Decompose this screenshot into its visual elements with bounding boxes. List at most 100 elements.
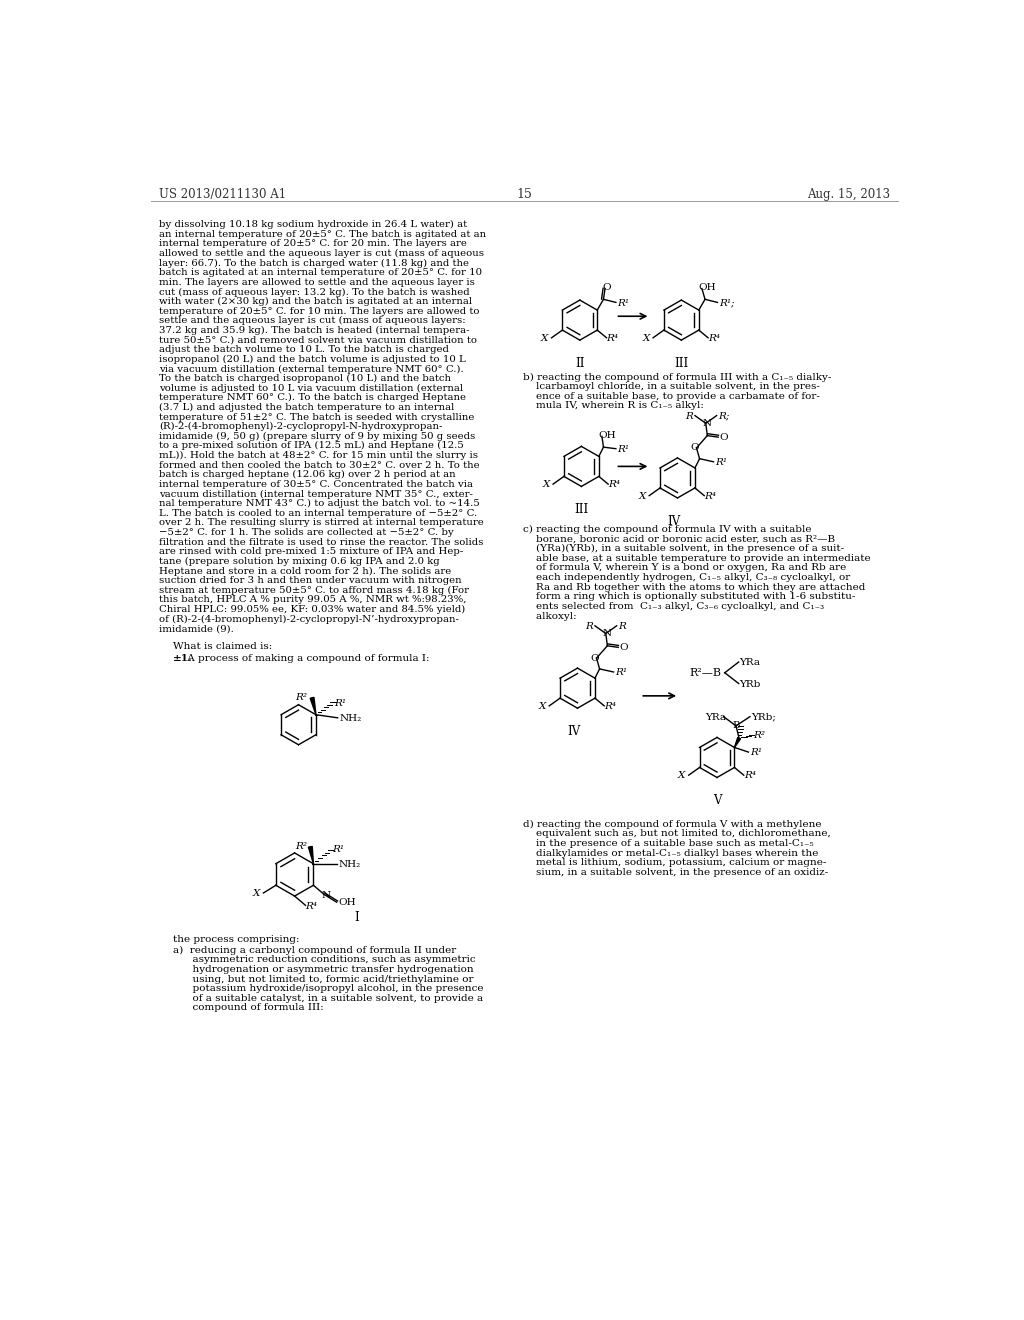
Text: OH: OH (338, 899, 356, 907)
Text: R: R (586, 622, 594, 631)
Text: asymmetric reduction conditions, such as asymmetric: asymmetric reduction conditions, such as… (173, 956, 475, 965)
Text: alkoxyl:: alkoxyl: (523, 611, 577, 620)
Text: ±1.: ±1. (173, 653, 193, 663)
Text: R²: R² (753, 731, 765, 741)
Text: R¹: R¹ (617, 298, 630, 308)
Text: suction dried for 3 h and then under vacuum with nitrogen: suction dried for 3 h and then under vac… (159, 576, 462, 585)
Text: d) reacting the compound of formula V with a methylene: d) reacting the compound of formula V wi… (523, 820, 821, 829)
Text: temperature of 51±2° C. The batch is seeded with crystalline: temperature of 51±2° C. The batch is see… (159, 412, 474, 421)
Text: hydrogenation or asymmetric transfer hydrogenation: hydrogenation or asymmetric transfer hyd… (173, 965, 473, 974)
Text: II: II (575, 358, 585, 370)
Text: with water (2×30 kg) and the batch is agitated at an internal: with water (2×30 kg) and the batch is ag… (159, 297, 472, 306)
Text: batch is charged heptane (12.06 kg) over 2 h period at an: batch is charged heptane (12.06 kg) over… (159, 470, 456, 479)
Text: OH: OH (698, 284, 716, 292)
Text: equivalent such as, but not limited to, dichloromethane,: equivalent such as, but not limited to, … (523, 829, 831, 838)
Text: vacuum distillation (internal temperature NMT 35° C., exter-: vacuum distillation (internal temperatur… (159, 490, 473, 499)
Text: R;: R; (718, 412, 729, 421)
Text: tane (prepare solution by mixing 0.6 kg IPA and 2.0 kg: tane (prepare solution by mixing 0.6 kg … (159, 557, 439, 566)
Text: IV: IV (567, 725, 581, 738)
Text: to a pre-mixed solution of IPA (12.5 mL) and Heptane (12.5: to a pre-mixed solution of IPA (12.5 mL)… (159, 441, 464, 450)
Text: of formula V, wherein Y is a bond or oxygen, Ra and Rb are: of formula V, wherein Y is a bond or oxy… (523, 564, 847, 573)
Text: (3.7 L) and adjusted the batch temperature to an internal: (3.7 L) and adjusted the batch temperatu… (159, 403, 455, 412)
Text: III: III (574, 503, 589, 516)
Text: using, but not limited to, formic acid/triethylamine or: using, but not limited to, formic acid/t… (173, 974, 473, 983)
Text: an internal temperature of 20±5° C. The batch is agitated at an: an internal temperature of 20±5° C. The … (159, 230, 486, 239)
Text: A process of making a compound of formula I:: A process of making a compound of formul… (183, 653, 429, 663)
Text: are rinsed with cold pre-mixed 1:5 mixture of IPA and Hep-: are rinsed with cold pre-mixed 1:5 mixtu… (159, 548, 463, 556)
Text: O: O (720, 433, 728, 442)
Text: US 2013/0211130 A1: US 2013/0211130 A1 (159, 187, 286, 201)
Text: R⁴: R⁴ (608, 480, 621, 490)
Text: imidamide (9).: imidamide (9). (159, 624, 233, 634)
Text: filtration and the filtrate is used to rinse the reactor. The solids: filtration and the filtrate is used to r… (159, 537, 483, 546)
Polygon shape (734, 738, 740, 747)
Text: settle and the aqueous layer is cut (mass of aqueous layers:: settle and the aqueous layer is cut (mas… (159, 317, 466, 325)
Text: R⁴: R⁴ (705, 492, 716, 500)
Text: each independently hydrogen, C₁₋₅ alkyl, C₃₋₈ cycloalkyl, or: each independently hydrogen, C₁₋₅ alkyl,… (523, 573, 851, 582)
Text: mula IV, wherein R is C₁₋₅ alkyl:: mula IV, wherein R is C₁₋₅ alkyl: (523, 401, 705, 411)
Text: NH₂: NH₂ (338, 859, 360, 869)
Text: min. The layers are allowed to settle and the aqueous layer is: min. The layers are allowed to settle an… (159, 277, 475, 286)
Text: R²—B: R²—B (690, 668, 722, 678)
Text: Aug. 15, 2013: Aug. 15, 2013 (808, 187, 891, 201)
Polygon shape (310, 697, 316, 714)
Text: N: N (322, 891, 331, 900)
Text: adjust the batch volume to 10 L. To the batch is charged: adjust the batch volume to 10 L. To the … (159, 345, 449, 354)
Text: X: X (642, 334, 649, 343)
Text: O: O (690, 444, 699, 453)
Text: form a ring which is optionally substituted with 1-6 substitu-: form a ring which is optionally substitu… (523, 593, 856, 602)
Text: able base, at a suitable temperature to provide an intermediate: able base, at a suitable temperature to … (523, 554, 870, 562)
Text: R⁴: R⁴ (709, 334, 720, 343)
Text: OH: OH (598, 430, 615, 440)
Text: N: N (702, 418, 712, 428)
Text: stream at temperature 50±5° C. to afford mass 4.18 kg (For: stream at temperature 50±5° C. to afford… (159, 586, 469, 595)
Text: R⁴: R⁴ (743, 771, 756, 780)
Text: of a suitable catalyst, in a suitable solvent, to provide a: of a suitable catalyst, in a suitable so… (173, 994, 483, 1003)
Text: (YRa)(YRb), in a suitable solvent, in the presence of a suit-: (YRa)(YRb), in a suitable solvent, in th… (523, 544, 845, 553)
Text: Chiral HPLC: 99.05% ee, KF: 0.03% water and 84.5% yield): Chiral HPLC: 99.05% ee, KF: 0.03% water … (159, 605, 465, 614)
Text: L. The batch is cooled to an internal temperature of −5±2° C.: L. The batch is cooled to an internal te… (159, 508, 477, 517)
Text: O: O (590, 653, 599, 663)
Text: X: X (638, 492, 646, 500)
Text: R²: R² (295, 693, 307, 702)
Text: −5±2° C. for 1 h. The solids are collected at −5±2° C. by: −5±2° C. for 1 h. The solids are collect… (159, 528, 454, 537)
Text: nal temperature NMT 43° C.) to adjust the batch vol. to ~14.5: nal temperature NMT 43° C.) to adjust th… (159, 499, 480, 508)
Text: YRa: YRa (739, 659, 761, 667)
Text: R¹: R¹ (615, 668, 627, 677)
Text: b) reacting the compound of formula III with a C₁₋₅ dialky-: b) reacting the compound of formula III … (523, 372, 831, 381)
Text: O: O (602, 284, 610, 292)
Text: of (R)-2-(4-bromophenyl)-2-cyclopropyl-N’-hydroxypropan-: of (R)-2-(4-bromophenyl)-2-cyclopropyl-N… (159, 615, 459, 624)
Text: YRb;: YRb; (752, 713, 776, 722)
Text: sium, in a suitable solvent, in the presence of an oxidiz-: sium, in a suitable solvent, in the pres… (523, 869, 828, 876)
Text: metal is lithium, sodium, potassium, calcium or magne-: metal is lithium, sodium, potassium, cal… (523, 858, 826, 867)
Text: R¹: R¹ (617, 445, 630, 454)
Text: isopropanol (20 L) and the batch volume is adjusted to 10 L: isopropanol (20 L) and the batch volume … (159, 355, 466, 364)
Text: mL)). Hold the batch at 48±2° C. for 15 min until the slurry is: mL)). Hold the batch at 48±2° C. for 15 … (159, 451, 478, 461)
Text: R: R (686, 412, 693, 421)
Text: c) reacting the compound of formula IV with a suitable: c) reacting the compound of formula IV w… (523, 525, 812, 535)
Text: ture 50±5° C.) and removed solvent via vacuum distillation to: ture 50±5° C.) and removed solvent via v… (159, 335, 477, 345)
Text: potassium hydroxide/isopropyl alcohol, in the presence: potassium hydroxide/isopropyl alcohol, i… (173, 985, 483, 993)
Text: via vacuum distillation (external temperature NMT 60° C.).: via vacuum distillation (external temper… (159, 364, 464, 374)
Text: What is claimed is:: What is claimed is: (173, 642, 272, 651)
Text: R¹: R¹ (335, 698, 346, 708)
Text: layer: 66.7). To the batch is charged water (11.8 kg) and the: layer: 66.7). To the batch is charged wa… (159, 259, 469, 268)
Text: temperature NMT 60° C.). To the batch is charged Heptane: temperature NMT 60° C.). To the batch is… (159, 393, 466, 403)
Text: I: I (354, 911, 359, 924)
Text: the process comprising:: the process comprising: (173, 935, 299, 944)
Text: batch is agitated at an internal temperature of 20±5° C. for 10: batch is agitated at an internal tempera… (159, 268, 482, 277)
Text: NH₂: NH₂ (339, 714, 361, 723)
Text: in the presence of a suitable base such as metal-C₁₋₅: in the presence of a suitable base such … (523, 840, 814, 847)
Text: temperature of 20±5° C. for 10 min. The layers are allowed to: temperature of 20±5° C. for 10 min. The … (159, 306, 479, 315)
Text: X: X (539, 702, 546, 711)
Text: R¹;: R¹; (719, 298, 734, 308)
Text: over 2 h. The resulting slurry is stirred at internal temperature: over 2 h. The resulting slurry is stirre… (159, 519, 483, 528)
Text: Ra and Rb together with the atoms to which they are attached: Ra and Rb together with the atoms to whi… (523, 582, 865, 591)
Text: this batch, HPLC A % purity 99.05 A %, NMR wt %:98.23%,: this batch, HPLC A % purity 99.05 A %, N… (159, 595, 467, 605)
Text: allowed to settle and the aqueous layer is cut (mass of aqueous: allowed to settle and the aqueous layer … (159, 249, 484, 257)
Text: X: X (543, 480, 550, 490)
Text: a)  reducing a carbonyl compound of formula II under: a) reducing a carbonyl compound of formu… (173, 945, 457, 954)
Text: internal temperature of 30±5° C. Concentrated the batch via: internal temperature of 30±5° C. Concent… (159, 480, 473, 488)
Text: X: X (678, 771, 685, 780)
Text: R¹: R¹ (332, 845, 344, 854)
